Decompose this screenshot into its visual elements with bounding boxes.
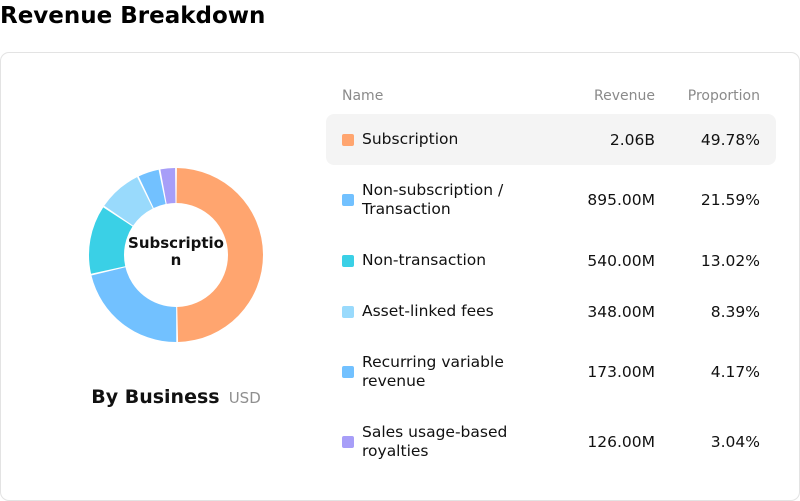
row-proportion: 3.04% <box>710 433 760 451</box>
donut-svg <box>89 168 263 342</box>
donut-slice-1[interactable] <box>91 267 177 342</box>
table-row-non-transaction[interactable]: Non-transaction 540.00M 13.02% <box>326 235 776 286</box>
row-proportion: 8.39% <box>710 302 760 321</box>
row-name: Recurring variable revenue <box>362 353 504 390</box>
revenue-card: Subscription By Business USD Name Revenu… <box>0 52 800 501</box>
legend-swatch <box>342 305 354 318</box>
row-revenue: 895.00M <box>587 191 655 209</box>
header-proportion: Proportion <box>687 88 760 104</box>
donut-chart: Subscription <box>84 163 268 347</box>
by-business-label: By Business <box>91 386 220 408</box>
row-proportion: 13.02% <box>700 251 760 270</box>
donut-slice-5[interactable] <box>160 168 176 204</box>
currency-unit: USD <box>228 389 261 407</box>
row-name: Non-transaction <box>362 251 487 269</box>
row-revenue: 540.00M <box>587 251 655 270</box>
table-row-asset-linked[interactable]: Asset-linked fees 348.00M 8.39% <box>326 286 776 337</box>
donut-slice-0[interactable] <box>176 168 263 342</box>
table-header: Name Revenue Proportion <box>326 82 776 114</box>
legend-swatch <box>342 436 354 448</box>
row-name: Subscription <box>362 130 459 148</box>
donut-slice-3[interactable] <box>104 177 153 226</box>
legend-swatch <box>342 366 354 378</box>
row-revenue: 173.00M <box>587 363 655 381</box>
header-name: Name <box>342 88 384 104</box>
header-revenue: Revenue <box>594 88 655 104</box>
row-revenue: 2.06B <box>609 130 655 149</box>
row-revenue: 126.00M <box>587 433 655 451</box>
row-proportion: 4.17% <box>710 363 760 381</box>
legend-swatch <box>342 133 354 146</box>
legend-swatch <box>342 194 354 206</box>
legend-swatch <box>342 254 354 267</box>
table-row-recurring-variable[interactable]: Recurring variable revenue 173.00M 4.17% <box>326 337 776 407</box>
table-row-sales-royalties[interactable]: Sales usage-based royalties 126.00M 3.04… <box>326 407 776 477</box>
row-revenue: 348.00M <box>587 302 655 321</box>
table-row-non-subscription[interactable]: Non-subscription / Transaction 895.00M 2… <box>326 165 776 235</box>
table-row-subscription[interactable]: Subscription 2.06B 49.78% <box>326 114 776 165</box>
donut-center-label: Subscription <box>128 234 224 269</box>
page-title: Revenue Breakdown <box>0 3 266 29</box>
chart-caption: By Business USD <box>1 386 351 408</box>
donut-slice-2[interactable] <box>89 207 133 274</box>
row-proportion: 49.78% <box>700 130 760 149</box>
row-name: Asset-linked fees <box>362 302 494 320</box>
row-name: Non-subscription / Transaction <box>362 181 504 218</box>
row-name: Sales usage-based royalties <box>362 423 508 460</box>
row-proportion: 21.59% <box>700 191 760 209</box>
revenue-table: Name Revenue Proportion Subscription 2.0… <box>326 82 776 477</box>
donut-slice-4[interactable] <box>138 169 166 209</box>
